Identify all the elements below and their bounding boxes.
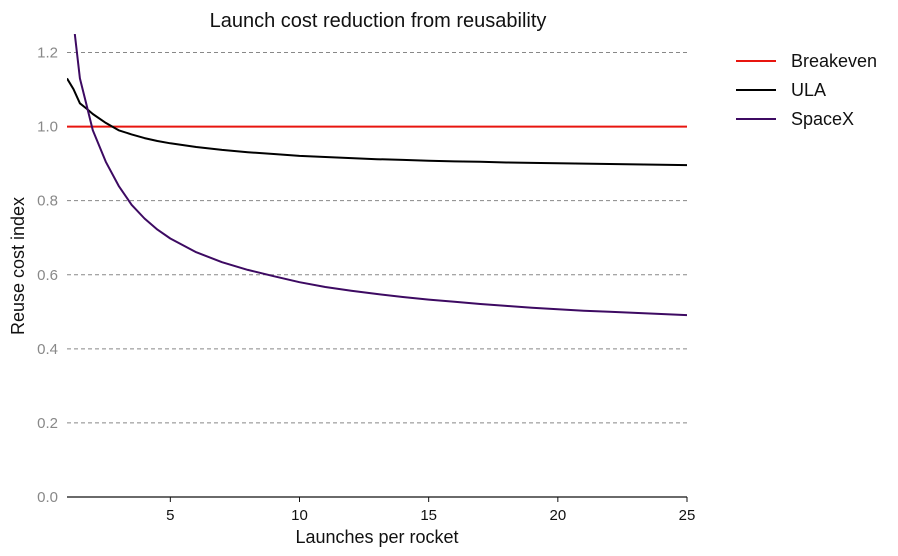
- chart-title: Launch cost reduction from reusability: [210, 10, 547, 32]
- y-tick-label: 1.2: [37, 45, 58, 62]
- series-lines: [67, 34, 687, 317]
- x-tick-label: 20: [549, 507, 566, 524]
- legend-entry: SpaceX: [791, 109, 854, 129]
- x-tick-label: 5: [166, 507, 174, 524]
- y-tick-label: 0.8: [37, 193, 58, 210]
- legend-entry: ULA: [791, 80, 826, 100]
- y-tick-labels: 0.0 0.2 0.4 0.6 0.8 1.0 1.2: [37, 45, 58, 506]
- x-tick-label: 10: [291, 507, 308, 524]
- y-tick-label: 0.0: [37, 489, 58, 506]
- series-line-ula: [67, 77, 687, 167]
- x-tick-label: 25: [679, 507, 696, 524]
- x-tick-labels: 5 10 15 20 25: [166, 497, 695, 524]
- y-tick-label: 1.0: [37, 119, 58, 136]
- y-tick-label: 0.2: [37, 415, 58, 432]
- y-tick-label: 0.4: [37, 341, 58, 358]
- y-tick-label: 0.6: [37, 267, 58, 284]
- y-axis-label: Reuse cost index: [8, 197, 28, 335]
- x-tick-label: 15: [420, 507, 437, 524]
- legend: Breakeven ULA SpaceX: [736, 51, 877, 129]
- legend-entry: Breakeven: [791, 51, 877, 71]
- series-line-spacex: [73, 34, 687, 317]
- gridlines: [67, 52, 687, 424]
- x-axis-label: Launches per rocket: [295, 527, 458, 547]
